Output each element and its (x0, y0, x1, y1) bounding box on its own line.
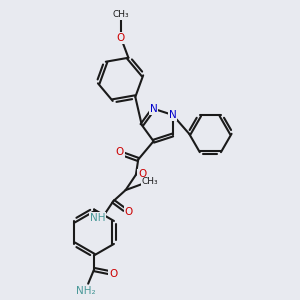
Text: O: O (116, 147, 124, 157)
Text: N: N (169, 110, 176, 120)
Text: O: O (124, 207, 133, 217)
Text: CH₃: CH₃ (112, 10, 129, 19)
Text: CH₃: CH₃ (141, 177, 158, 186)
Text: O: O (138, 169, 146, 179)
Text: O: O (109, 269, 117, 279)
Text: NH: NH (90, 213, 105, 223)
Text: O: O (117, 33, 125, 43)
Text: N: N (150, 104, 158, 114)
Text: NH₂: NH₂ (76, 286, 96, 296)
